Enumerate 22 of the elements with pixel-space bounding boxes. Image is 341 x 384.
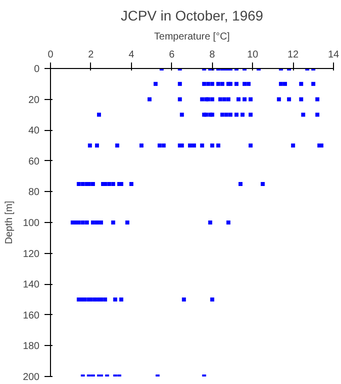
x-tick-label: 14: [328, 50, 340, 60]
y-tick-label: 0: [34, 64, 40, 75]
x-tick-label: 2: [88, 50, 94, 60]
y-tick-label: 40: [28, 126, 40, 137]
y-tick-label: 80: [28, 187, 40, 198]
x-tick-label: 12: [288, 50, 300, 60]
y-tick-label: 120: [22, 248, 40, 260]
x-tick-label: 8: [209, 50, 216, 60]
y-tick-label: 60: [28, 156, 40, 168]
chart-title: JCPV in October, 1969: [120, 8, 264, 24]
x-tick-label: 6: [169, 50, 176, 60]
x-tick-label: 10: [247, 50, 259, 60]
y-tick-label: 140: [22, 280, 40, 291]
y-tick-label: 100: [22, 218, 40, 229]
y-tick-label: 160: [22, 310, 40, 322]
x-tick-label: 4: [128, 50, 135, 60]
y-axis-title: Depth [m]: [4, 200, 15, 244]
x-axis-title: Temperature [°C]: [154, 32, 230, 42]
y-tick-label: 180: [22, 341, 40, 352]
y-tick-label: 200: [22, 372, 40, 383]
y-tick-label: 20: [28, 94, 40, 106]
x-tick-label: 0: [48, 50, 54, 60]
